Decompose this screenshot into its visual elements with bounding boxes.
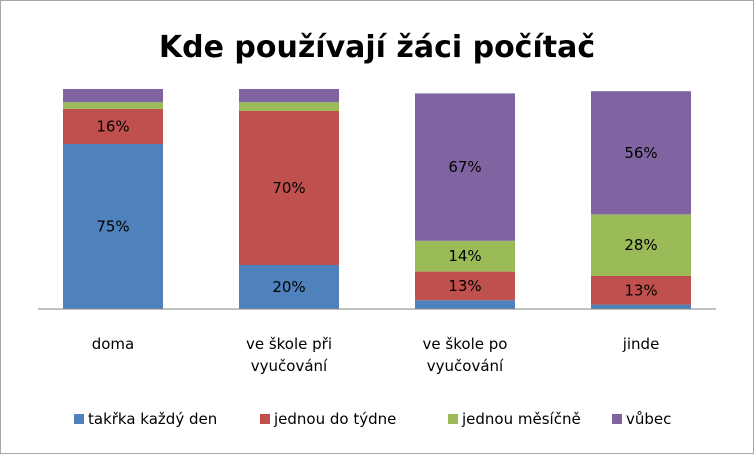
legend-swatch	[260, 414, 270, 424]
data-label: 75%	[96, 218, 129, 236]
data-label: 13%	[448, 277, 481, 295]
legend: takřka každý den jednou do týdne jednou mě…	[74, 410, 671, 428]
legend-label: jednou do týdne	[273, 410, 396, 428]
bar-segment	[239, 265, 339, 309]
data-label: 13%	[624, 281, 657, 299]
data-label: 14%	[448, 247, 481, 265]
bar-segment	[591, 304, 691, 309]
category-label: jinde	[622, 335, 660, 353]
bar-segment	[415, 93, 515, 241]
legend-label: vůbec	[626, 410, 671, 428]
legend-item: jednou měsíčně	[448, 410, 581, 428]
legend-item: takřka každý den	[74, 410, 217, 428]
bar-segment	[63, 144, 163, 309]
bar-segment	[63, 89, 163, 103]
bars-group: 75% 16% 20% 70% 13% 14% 67% 13% 28% 56%	[63, 89, 691, 309]
category-label: vyučování	[251, 357, 328, 375]
bar-segment	[591, 91, 691, 215]
data-label: 28%	[624, 236, 657, 254]
legend-swatch	[612, 414, 622, 424]
bar-segment	[239, 111, 339, 265]
category-label: ve škole při	[246, 335, 332, 353]
bar-segment	[239, 89, 339, 103]
bar-segment	[415, 240, 515, 272]
bar-segment	[591, 214, 691, 276]
legend-label: takřka každý den	[88, 410, 217, 428]
chart-title: Kde používají žáci počítač	[159, 30, 595, 65]
bar-segment	[591, 276, 691, 305]
bar-segment	[415, 300, 515, 309]
category-label: vyučování	[427, 357, 504, 375]
bar-segment	[63, 102, 163, 109]
category-labels: doma ve škole při vyučování ve škole po vyuč…	[92, 335, 660, 375]
legend-swatch	[448, 414, 458, 424]
category-label: ve škole po	[423, 335, 508, 353]
bar-segment	[415, 271, 515, 301]
legend-label: jednou měsíčně	[461, 410, 581, 428]
bar-segment	[63, 108, 163, 144]
data-label: 16%	[96, 117, 129, 135]
data-label: 56%	[624, 144, 657, 162]
legend-item: vůbec	[612, 410, 671, 428]
data-label: 70%	[272, 179, 305, 197]
category-label: doma	[92, 335, 135, 353]
data-label: 67%	[448, 158, 481, 176]
data-label: 20%	[272, 278, 305, 296]
bar-segment	[239, 102, 339, 111]
legend-item: jednou do týdne	[260, 410, 396, 428]
legend-swatch	[74, 414, 84, 424]
